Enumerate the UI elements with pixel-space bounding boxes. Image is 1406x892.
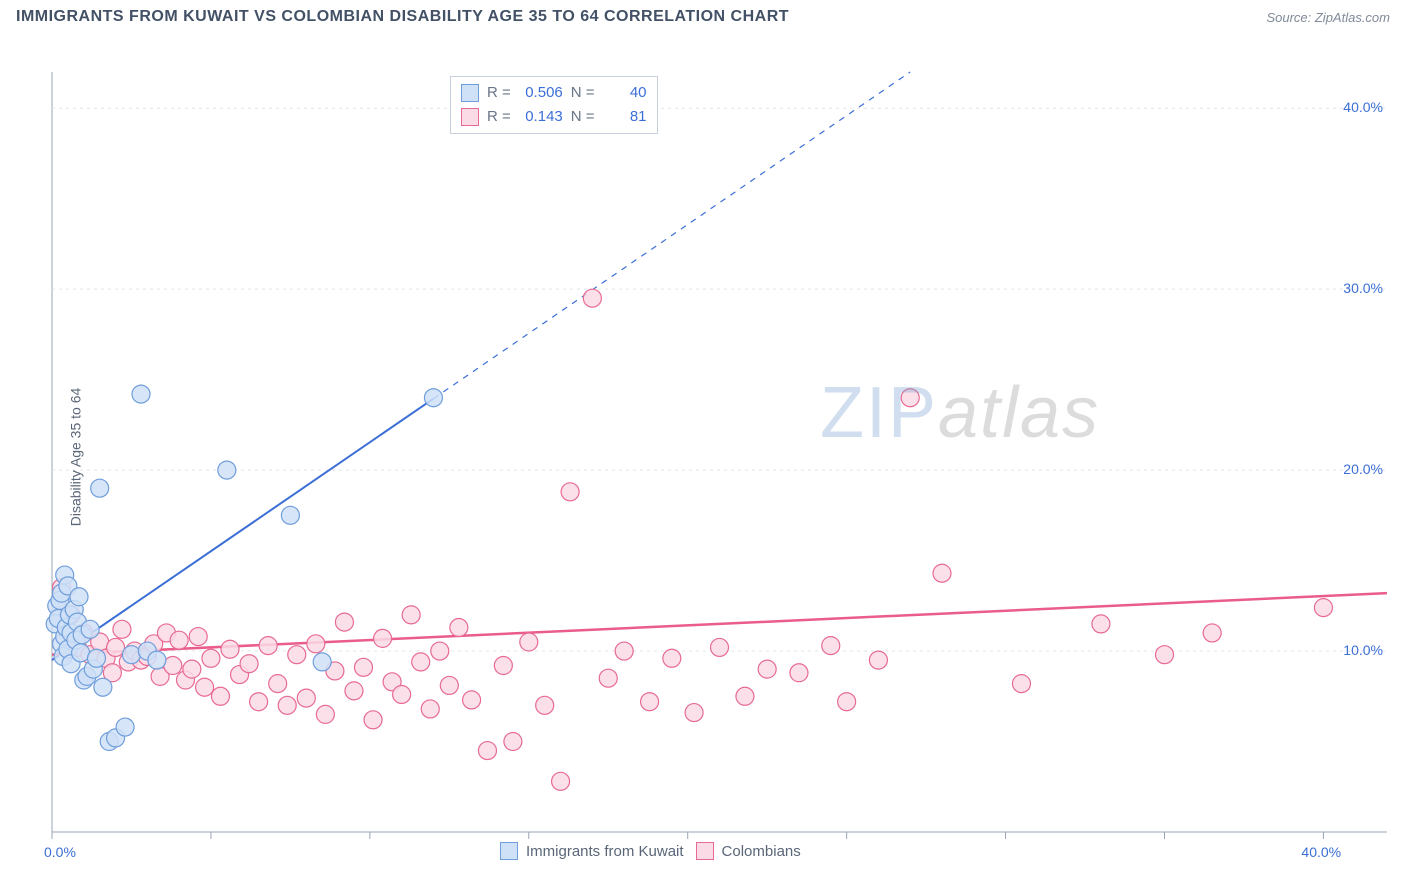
legend-label-colombians: Colombians xyxy=(722,843,801,860)
x-tick-label: 40.0% xyxy=(1301,844,1341,860)
y-tick-label: 40.0% xyxy=(1343,99,1383,115)
stat-r-kuwait: 0.506 xyxy=(519,81,563,105)
stat-n-colombians: 81 xyxy=(603,105,647,129)
stat-r-colombians: 0.143 xyxy=(519,105,563,129)
source-prefix: Source: xyxy=(1266,10,1314,25)
x-tick-label: 0.0% xyxy=(44,844,76,860)
swatch-kuwait xyxy=(500,842,518,860)
stat-r-label: R = xyxy=(487,105,511,129)
stat-r-label: R = xyxy=(487,81,511,105)
stats-legend: R = 0.506 N = 40 R = 0.143 N = 81 xyxy=(450,76,658,134)
chart-area: Disability Age 35 to 64 ZIPatlas R = 0.5… xyxy=(0,32,1406,882)
scatter-chart-svg xyxy=(0,32,1406,882)
title-bar: IMMIGRANTS FROM KUWAIT VS COLOMBIAN DISA… xyxy=(0,0,1406,32)
legend-label-kuwait: Immigrants from Kuwait xyxy=(526,843,684,860)
source-name: ZipAtlas.com xyxy=(1315,10,1390,25)
swatch-kuwait xyxy=(461,84,479,102)
y-axis-label: Disability Age 35 to 64 xyxy=(67,388,83,527)
legend-item-colombians: Colombians xyxy=(696,842,801,860)
swatch-colombians xyxy=(461,108,479,126)
source-attribution: Source: ZipAtlas.com xyxy=(1266,10,1390,25)
stats-row-kuwait: R = 0.506 N = 40 xyxy=(461,81,647,105)
legend-item-kuwait: Immigrants from Kuwait xyxy=(500,842,684,860)
stats-row-colombians: R = 0.143 N = 81 xyxy=(461,105,647,129)
chart-title: IMMIGRANTS FROM KUWAIT VS COLOMBIAN DISA… xyxy=(16,8,789,26)
y-tick-label: 20.0% xyxy=(1343,461,1383,477)
stat-n-kuwait: 40 xyxy=(603,81,647,105)
stat-n-label: N = xyxy=(571,105,595,129)
y-tick-label: 30.0% xyxy=(1343,280,1383,296)
swatch-colombians xyxy=(696,842,714,860)
series-legend: Immigrants from Kuwait Colombians xyxy=(500,842,801,860)
stat-n-label: N = xyxy=(571,81,595,105)
y-tick-label: 10.0% xyxy=(1343,642,1383,658)
